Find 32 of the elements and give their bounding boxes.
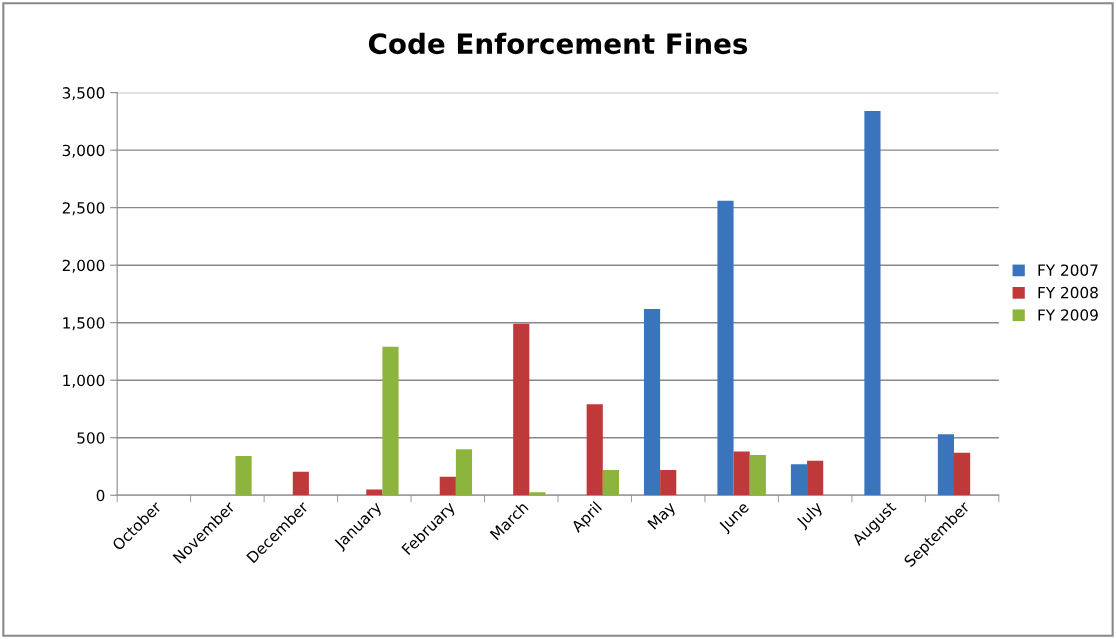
- bar: [529, 492, 546, 496]
- bar: [660, 469, 677, 496]
- bar: [235, 456, 252, 496]
- y-tick-label: 500: [77, 432, 105, 444]
- bar: [937, 434, 954, 496]
- bar: [749, 454, 766, 496]
- y-tick-label: 1,000: [63, 374, 105, 388]
- y-tick-label: 3,000: [62, 144, 105, 158]
- bar: [864, 111, 881, 496]
- y-tick-label: 1,500: [63, 317, 105, 331]
- chart-title: Code Enforcement Fines: [368, 32, 748, 55]
- bar: [733, 451, 750, 496]
- bar: [586, 404, 603, 496]
- legend-label: FY 2009: [1038, 309, 1098, 321]
- bar: [382, 346, 399, 496]
- bar: [643, 308, 661, 496]
- y-tick-label: 2,000: [62, 259, 105, 273]
- legend-label: FY 2007: [1038, 264, 1098, 276]
- bar: [807, 460, 824, 496]
- bar: [455, 449, 473, 496]
- y-tick-label: 2,500: [62, 202, 105, 216]
- bar: [366, 489, 383, 496]
- bar: [292, 471, 309, 496]
- bar: [790, 464, 808, 496]
- bar: [954, 452, 971, 496]
- bar: [513, 323, 530, 496]
- bar: [602, 469, 619, 496]
- legend-label: FY 2008: [1038, 286, 1098, 299]
- bar: [717, 200, 734, 496]
- bar: [439, 476, 456, 496]
- y-tick-label: 0: [96, 489, 105, 502]
- y-tick-label: 3,500: [62, 87, 105, 101]
